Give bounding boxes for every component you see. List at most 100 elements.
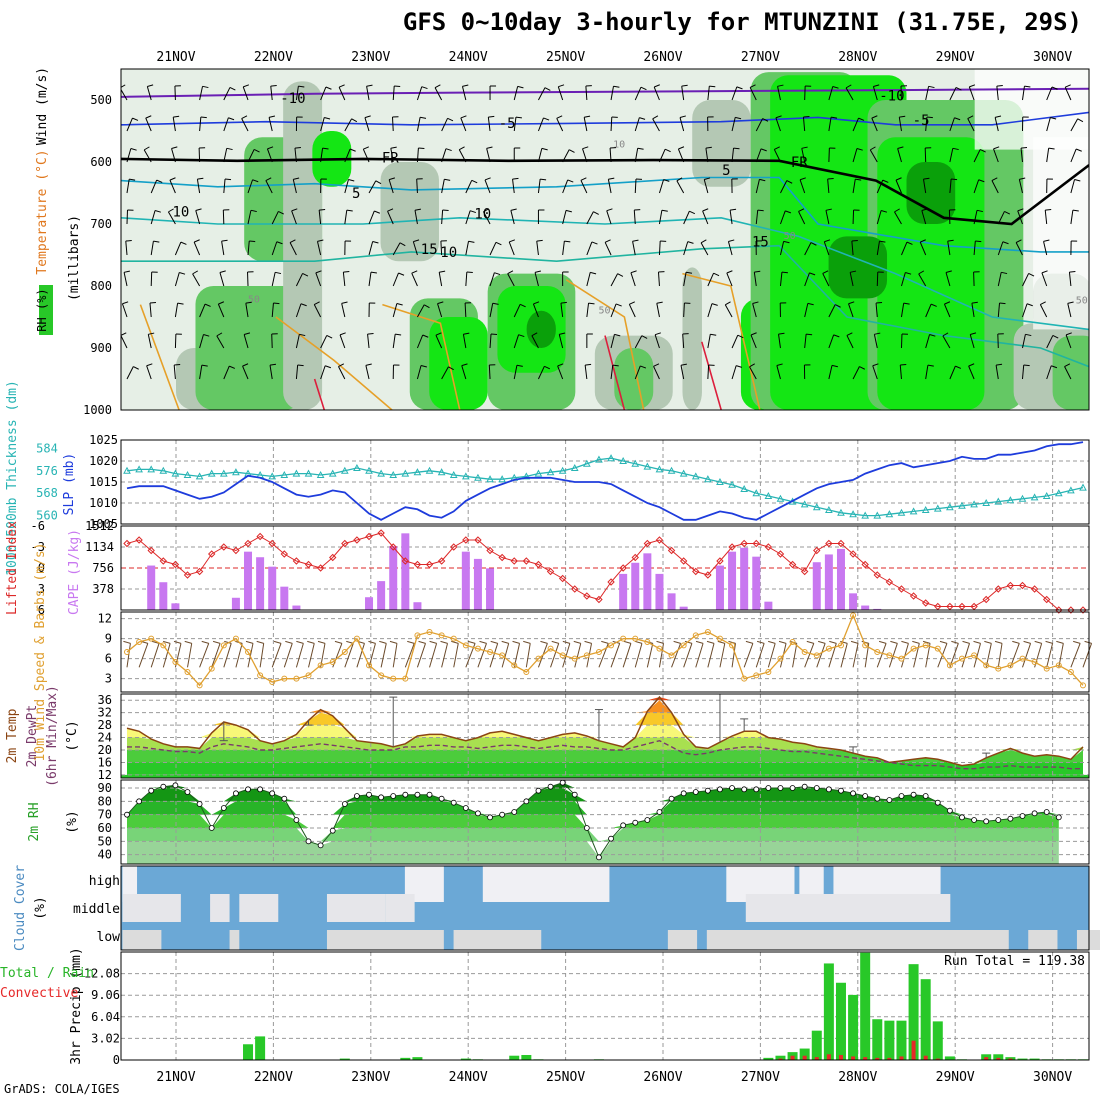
thickness-point	[328, 469, 337, 477]
wind-barb	[308, 643, 315, 668]
wind-speed-point	[862, 642, 869, 649]
wind-barb	[606, 210, 612, 225]
wind-barb	[411, 270, 418, 274]
temp-tick-label: 24	[98, 731, 112, 745]
wind-speed-point	[172, 659, 179, 665]
wind-barb	[945, 270, 952, 274]
wind-barb	[681, 86, 685, 101]
wind-barb	[441, 643, 448, 668]
wind-barb	[845, 84, 852, 89]
wind-barb	[680, 365, 685, 380]
wind-barb	[322, 147, 329, 150]
wind-barb	[816, 643, 826, 668]
wind-barb	[610, 643, 621, 668]
rh-fill-band	[127, 801, 1059, 815]
wind-barb	[574, 643, 582, 668]
wind-barb	[365, 363, 372, 366]
wind-barb	[757, 640, 765, 644]
wind-barb	[683, 211, 690, 225]
thickness-point	[159, 466, 168, 474]
wind-barb	[1015, 242, 1023, 256]
wind-barb	[806, 640, 814, 644]
wind-barb	[677, 148, 685, 163]
thickness-point	[474, 473, 482, 481]
wind-barb	[441, 148, 447, 163]
wind-barb	[197, 177, 204, 180]
wind-barb	[951, 178, 958, 181]
wind-barb	[414, 210, 418, 225]
wind-barb	[289, 242, 297, 256]
x-tick-label: 29NOV	[936, 1070, 975, 1085]
wind-barb	[441, 118, 449, 132]
wind-barb	[395, 333, 402, 336]
wind-barb	[363, 146, 370, 150]
wind-barb	[810, 242, 817, 246]
thickness-point	[583, 459, 591, 467]
lifted-index-point	[704, 571, 712, 579]
wind-speed-point	[390, 675, 397, 682]
precip-convective-bar	[899, 1056, 904, 1060]
rh2m-point	[644, 817, 651, 823]
temp-fill-band	[127, 750, 1083, 763]
wind-barb	[416, 643, 426, 668]
wind-barb	[725, 301, 731, 306]
precip-tick-label: 9.06	[91, 988, 120, 1002]
wind-barb	[122, 301, 129, 305]
wind-barb	[517, 85, 524, 89]
wind-barb	[912, 640, 920, 644]
thickness-point	[728, 480, 736, 488]
wind-barb	[138, 643, 149, 668]
rh2m-point	[898, 793, 905, 799]
cross-section-panel: -10-10-5-5FRFR55101015151010105050505050…	[35, 67, 1090, 417]
wind-barb	[562, 210, 567, 225]
li-tick-label: 6	[38, 603, 45, 617]
wind-barb	[477, 643, 487, 668]
temp-axis-label: 2m Temp	[5, 708, 20, 763]
rh-shading	[283, 81, 323, 410]
wind-speed-point	[487, 649, 494, 655]
wind-barb	[512, 179, 515, 194]
cape-bar	[147, 565, 156, 610]
rh2m-point	[813, 785, 820, 791]
wind-barb	[683, 302, 685, 318]
wind-barb	[750, 334, 757, 349]
slp-thickness-panel: 560 568 576 584 1005 1010 1015 1020 1025 1000~500…	[5, 380, 1090, 576]
wind-barb	[848, 303, 854, 318]
wind-barb	[325, 365, 332, 369]
wind-barb	[610, 273, 619, 287]
wind-barb	[710, 333, 717, 336]
lifted-index-point	[522, 557, 531, 565]
precip-convective-bar	[826, 1054, 831, 1060]
rh2m-point	[305, 838, 312, 845]
wind-barb	[1018, 179, 1023, 194]
rh-tick-label: 90	[98, 781, 112, 795]
wind-barb	[460, 115, 467, 119]
wind-barb	[872, 86, 878, 101]
x-tick-label: 27NOV	[741, 50, 780, 65]
wind-barb	[663, 179, 670, 182]
wind-barb	[702, 210, 709, 225]
wind-barb	[1064, 363, 1071, 367]
wind-barb	[1023, 364, 1030, 367]
wind-speed-point	[680, 642, 687, 649]
total-rain-label: Total / Rain	[0, 966, 94, 981]
wind-barb	[389, 640, 398, 644]
wind-barb	[775, 117, 781, 132]
wind-barb	[501, 643, 510, 668]
wind-barb	[1067, 301, 1074, 304]
wind-barb	[368, 643, 376, 668]
wind-barb	[413, 239, 420, 243]
rh-tick-label: 60	[98, 821, 112, 835]
wind-barb	[928, 85, 935, 89]
rh2m-point	[450, 799, 457, 806]
wind-barb	[223, 87, 231, 101]
wind-barb	[922, 640, 931, 644]
thickness-point	[425, 466, 434, 474]
wind-barb	[557, 86, 564, 101]
lifted-index-point	[377, 529, 385, 537]
lifted-index-point	[849, 550, 857, 558]
wind-barb	[1065, 334, 1072, 349]
wind-barb	[171, 146, 178, 150]
wind-barb	[778, 334, 781, 349]
wind-barb	[441, 179, 445, 194]
